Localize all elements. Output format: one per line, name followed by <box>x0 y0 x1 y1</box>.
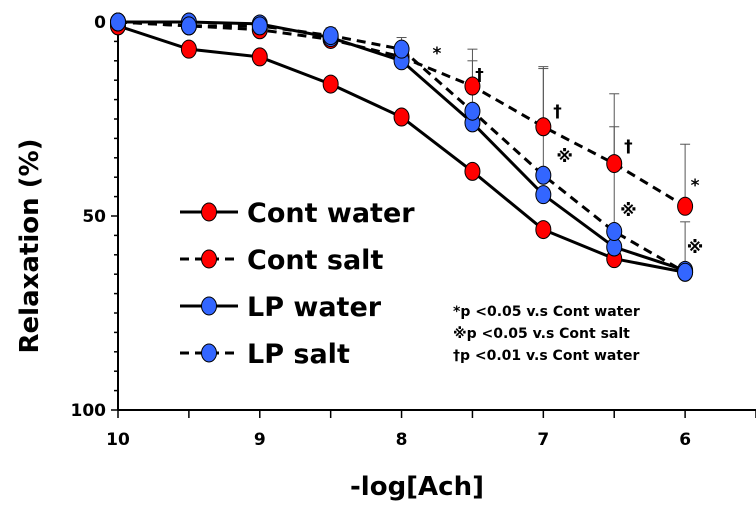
data-point <box>180 39 197 59</box>
data-point <box>393 39 410 59</box>
x-tick-label: 8 <box>396 430 408 450</box>
y-tick-label: 50 <box>82 207 106 227</box>
x-tick-label: 9 <box>254 430 266 450</box>
legend-marker <box>201 343 217 363</box>
data-point <box>322 74 339 94</box>
legend-label: Cont salt <box>247 245 383 276</box>
x-axis-title: -log[Ach] <box>350 472 484 502</box>
data-point <box>322 26 339 46</box>
y-axis-title: Relaxation (%) <box>15 138 45 353</box>
significance-note: *p <0.05 v.s Cont water <box>453 304 640 320</box>
significance-note: ※p <0.05 v.s Cont salt <box>453 326 630 342</box>
legend-marker <box>201 249 217 269</box>
legend-label: LP water <box>247 292 382 323</box>
legend-marker <box>201 202 217 222</box>
data-point <box>393 107 410 127</box>
data-point <box>535 117 552 137</box>
legend-entry: Cont water <box>180 198 415 229</box>
significance-mark: ※ <box>620 201 637 221</box>
significance-mark: * <box>433 44 442 64</box>
y-tick-label: 0 <box>94 13 106 33</box>
significance-mark: † <box>553 102 562 122</box>
data-point <box>606 222 623 242</box>
axes: 0 50 100 10 9 8 7 6 <box>71 13 756 450</box>
significance-mark: ※ <box>687 238 704 258</box>
data-point <box>464 101 481 121</box>
x-tick-label: 10 <box>106 430 130 450</box>
x-tick-label: 6 <box>679 430 691 450</box>
legend-entry: Cont salt <box>180 245 383 276</box>
significance-marks: * † † ※ † ※ * ※ <box>433 44 704 258</box>
data-point <box>251 47 268 67</box>
data-point <box>110 12 126 32</box>
legend-label: Cont water <box>247 198 415 229</box>
significance-mark: † <box>624 137 633 157</box>
error-bars <box>325 27 691 273</box>
data-point <box>464 161 481 181</box>
data-point <box>606 154 623 174</box>
legend-marker <box>201 296 217 316</box>
data-point <box>251 16 268 36</box>
significance-notes: *p <0.05 v.s Cont water ※p <0.05 v.s Cont… <box>453 304 640 364</box>
x-tick-label: 7 <box>537 430 549 450</box>
data-point <box>180 16 197 36</box>
data-point <box>535 165 552 185</box>
data-point <box>535 220 552 240</box>
data-point <box>535 185 552 205</box>
significance-note: †p <0.01 v.s Cont water <box>453 348 640 364</box>
data-point <box>677 196 694 216</box>
legend-entry: LP water <box>180 292 382 323</box>
data-point <box>464 76 481 96</box>
legend: Cont water Cont salt LP water LP salt <box>180 198 415 370</box>
data-point <box>677 262 694 282</box>
significance-mark: ※ <box>556 147 573 167</box>
significance-mark: † <box>475 65 484 85</box>
legend-entry: LP salt <box>180 339 350 370</box>
legend-label: LP salt <box>247 339 350 370</box>
y-tick-label: 100 <box>71 401 107 421</box>
significance-mark: * <box>691 176 700 196</box>
series-points <box>110 12 694 282</box>
